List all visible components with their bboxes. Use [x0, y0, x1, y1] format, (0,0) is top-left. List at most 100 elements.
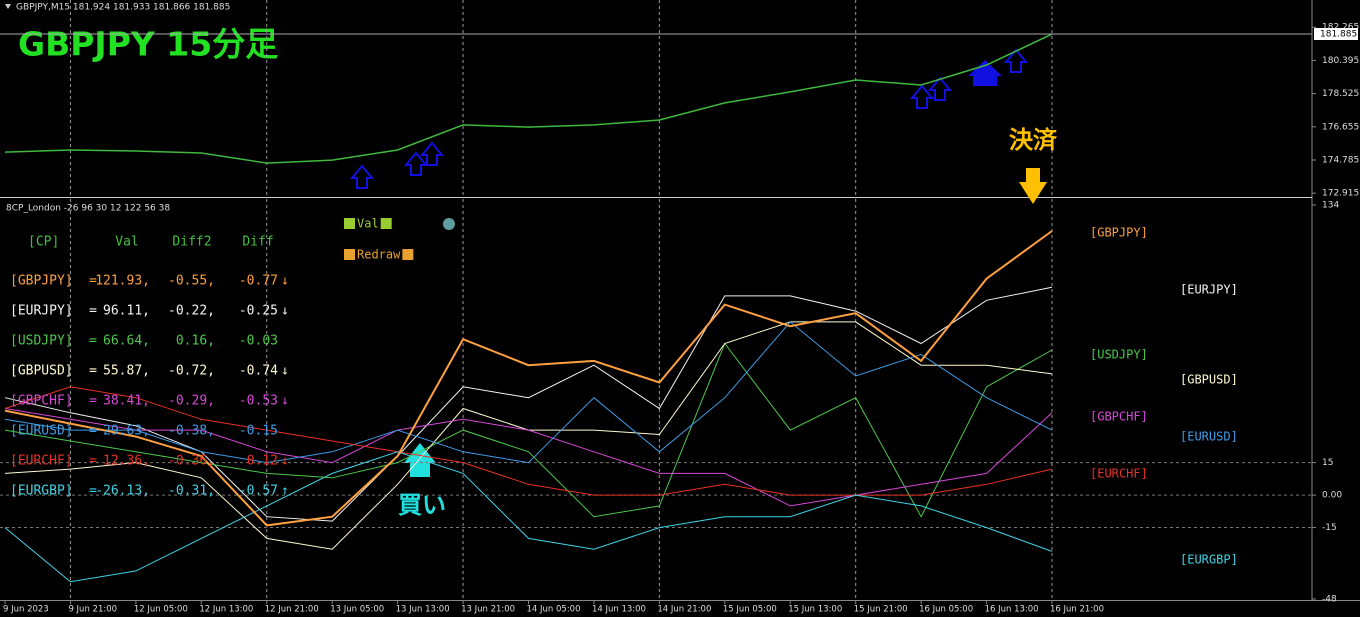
series-label: [GBPJPY]: [1090, 226, 1148, 240]
legend-swatch: [344, 249, 355, 260]
symbol-header: GBPJPY,M15 181.924 181.933 181.866 181.8…: [16, 3, 230, 13]
series-label: [USDJPY]: [1090, 348, 1148, 362]
table-cell: 0.16,: [176, 334, 215, 349]
signal-arrow-filled: [968, 60, 1002, 86]
table-cell: 12.36,: [103, 454, 150, 469]
data-line: [4, 286, 1053, 522]
y-tick-label: 174.785: [1322, 155, 1359, 165]
table-cell: ↓: [281, 304, 289, 319]
legend-swatch: [380, 218, 392, 229]
exit-arrow: [1019, 168, 1047, 204]
table-cell: 0.12: [247, 454, 278, 469]
table-cell: -0.29,: [168, 394, 215, 409]
last-price-box: [1314, 27, 1358, 40]
table-cell: 29.63,: [103, 424, 150, 439]
y-tick-label: -48: [1322, 595, 1337, 605]
data-line: [4, 386, 1053, 496]
table-cell: -0.15: [239, 424, 278, 439]
signal-arrows: [349, 48, 1029, 189]
x-tick-label: 13 Jun 21:00: [461, 605, 515, 615]
table-cell: -0.57: [239, 484, 278, 499]
chart-title: GBPJPY 15分足: [18, 25, 278, 64]
status-dot: [443, 218, 455, 230]
table-cell: =: [89, 304, 97, 319]
table-cell: [EURJPY]: [10, 304, 73, 319]
legend-label: Val: [357, 217, 379, 231]
y-tick-label: 0.00: [1322, 491, 1342, 501]
table-cell: ↓: [281, 364, 289, 379]
x-tick-label: 14 Jun 05:00: [527, 605, 581, 615]
buy-arrow: [404, 443, 436, 477]
last-price-label: 181.885: [1320, 29, 1357, 39]
menu-triangle: [5, 4, 11, 9]
table-header: Val: [115, 235, 138, 250]
table-cell: [EURGBP]: [10, 484, 73, 499]
table-cell: -0.72,: [168, 364, 215, 379]
y-tick-label: 15: [1322, 458, 1333, 468]
table-header: [CP]: [28, 235, 59, 250]
table-cell: ↑: [281, 484, 289, 499]
table-cell: 96.11,: [103, 304, 150, 319]
y-tick-label: 172.915: [1322, 189, 1359, 199]
table-cell: ↓: [281, 274, 289, 289]
x-tick-label: 14 Jun 13:00: [592, 605, 646, 615]
table-cell: =: [89, 394, 97, 409]
annotation: 買い: [398, 491, 446, 519]
data-line: [4, 33, 1053, 164]
x-tick-label: 12 Jun 05:00: [134, 605, 188, 615]
series-label: [EURGBP]: [1180, 553, 1238, 567]
x-tick-label: 12 Jun 13:00: [199, 605, 253, 615]
y-tick-label: 180.395: [1322, 56, 1359, 66]
x-tick-label: 9 Jun 2023: [3, 605, 49, 615]
series-label: [EURUSD]: [1180, 430, 1238, 444]
table-cell: =: [89, 334, 97, 349]
series-label: [GBPCHF]: [1090, 410, 1148, 424]
table-cell: -0.74: [239, 364, 278, 379]
table-cell: 55.87,: [103, 364, 150, 379]
table-header: Diff: [242, 235, 273, 250]
table-cell: [GBPUSD]: [10, 364, 73, 379]
y-tick-label: 178.525: [1322, 89, 1359, 99]
table-cell: -0.38,: [168, 424, 215, 439]
series-label: [EURCHF]: [1090, 467, 1148, 481]
table-cell: ↓: [281, 394, 289, 409]
table-cell: -0.53: [239, 394, 278, 409]
table-cell: -0.03: [239, 334, 278, 349]
table-cell: [EURUSD]: [10, 424, 73, 439]
x-tick-label: 12 Jun 21:00: [265, 605, 319, 615]
x-tick-label: 9 Jun 21:00: [68, 605, 117, 615]
table-cell: -0.36,: [168, 454, 215, 469]
table-cell: ↓: [281, 454, 289, 469]
table-cell: =: [89, 274, 97, 289]
x-tick-label: 16 Jun 21:00: [1050, 605, 1104, 615]
annotation: 決済: [1009, 126, 1058, 154]
table-header: Diff2: [172, 235, 211, 250]
legend-label: Redraw: [357, 248, 401, 262]
x-tick-label: 13 Jun 13:00: [396, 605, 450, 615]
table-cell: [GBPCHF]: [10, 394, 73, 409]
y-tick-label: -15: [1322, 523, 1337, 533]
table-cell: -0.22,: [168, 304, 215, 319]
x-tick-label: 15 Jun 05:00: [723, 605, 777, 615]
table-cell: -0.77: [239, 274, 278, 289]
table-cell: 121.93,: [95, 274, 150, 289]
table-cell: =: [89, 424, 97, 439]
x-tick-label: 14 Jun 21:00: [657, 605, 711, 615]
data-line: [4, 408, 1053, 507]
table-cell: =: [89, 484, 97, 499]
table-cell: [USDJPY]: [10, 334, 73, 349]
table-cell: -26.13,: [95, 484, 150, 499]
data-line: [4, 342, 1053, 518]
x-tick-label: 16 Jun 05:00: [919, 605, 973, 615]
table-cell: -0.31,: [168, 484, 215, 499]
legend-swatch: [402, 249, 414, 260]
table-cell: -0.25: [239, 304, 278, 319]
table-cell: [GBPJPY]: [10, 274, 73, 289]
series-label: [GBPUSD]: [1180, 373, 1238, 387]
y-tick-label: 176.655: [1322, 122, 1359, 132]
table-cell: [EURCHF]: [10, 454, 73, 469]
indicator-header: 8CP_London -26 96 30 12 122 56 38: [6, 204, 170, 214]
y-tick-label: 134: [1322, 201, 1339, 211]
